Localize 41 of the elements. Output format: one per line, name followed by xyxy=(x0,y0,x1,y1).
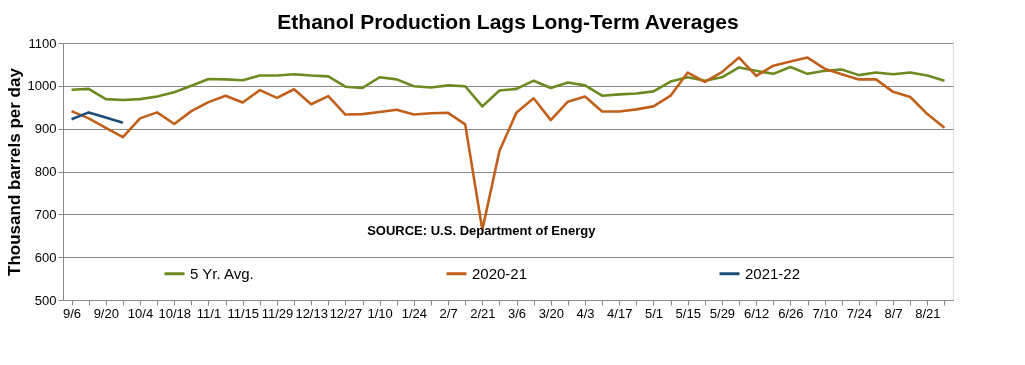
x-tick-label: 10/18 xyxy=(158,305,192,321)
x-tick-label: 2/21 xyxy=(470,305,496,321)
x-tick-label: 4/3 xyxy=(576,305,595,321)
x-tick-label: 7/24 xyxy=(846,305,873,321)
legend-label: 5 Yr. Avg. xyxy=(190,264,254,282)
y-axis-title: Thousand barrels per day xyxy=(4,67,24,276)
x-tick-label: 11/29 xyxy=(261,305,294,321)
x-tick-label: 9/20 xyxy=(93,305,119,321)
x-tick-label: 12/27 xyxy=(329,305,363,321)
x-tick-label: 6/26 xyxy=(778,305,804,321)
x-tick-label: 6/12 xyxy=(744,305,770,321)
x-tick-label: 5/1 xyxy=(644,305,664,321)
x-tick-label: 11/1 xyxy=(196,305,222,321)
legend-label: 2020-21 xyxy=(472,264,528,282)
x-tick-label: 7/10 xyxy=(812,305,838,321)
x-tick-label: 5/15 xyxy=(675,305,701,321)
line-series xyxy=(70,65,946,108)
annotation: SOURCE: U.S. Department of Energy xyxy=(367,222,597,238)
y-tick-label: 1000 xyxy=(27,78,57,94)
x-tick-label: 4/17 xyxy=(607,305,633,321)
y-tick-label: 800 xyxy=(34,164,57,179)
x-tick-label: 1/24 xyxy=(401,305,428,321)
y-tick-label: 500 xyxy=(34,292,57,308)
x-tick-label: 2/7 xyxy=(439,305,458,321)
x-tick-label: 1/10 xyxy=(367,305,393,321)
x-tick-label: 8/7 xyxy=(884,305,903,321)
y-tick-label: 700 xyxy=(34,206,57,222)
x-tick-label: 5/29 xyxy=(709,305,736,321)
x-tick-label: 9/6 xyxy=(63,305,82,321)
y-tick-label: 900 xyxy=(34,121,57,137)
x-tick-label: 3/6 xyxy=(508,305,527,321)
chart-title: Ethanol Production Lags Long-Term Averages xyxy=(277,10,739,33)
x-tick-label: 11/15 xyxy=(227,305,259,321)
x-tick-label: 3/20 xyxy=(538,305,564,321)
y-tick-label: 1100 xyxy=(28,35,57,51)
y-tick-label: 600 xyxy=(34,249,57,265)
line-series xyxy=(70,111,125,124)
x-tick-label: 8/21 xyxy=(915,305,941,321)
x-tick-label: 12/13 xyxy=(295,305,328,321)
x-tick-label: 10/4 xyxy=(127,305,154,321)
legend-label: 2021-22 xyxy=(745,264,801,282)
